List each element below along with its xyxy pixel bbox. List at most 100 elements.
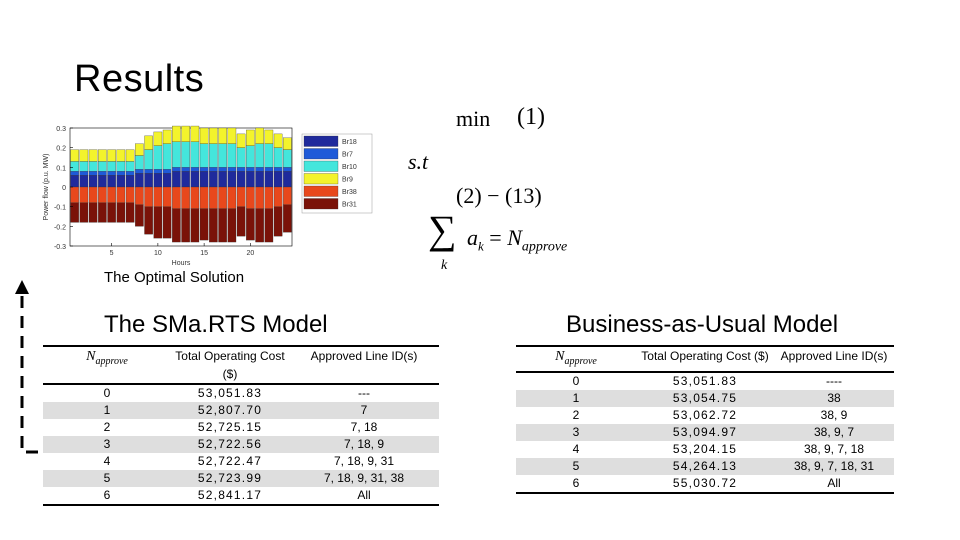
bar-segment — [153, 145, 163, 170]
bar-segment — [98, 149, 107, 162]
y-tick-label: -0.3 — [54, 244, 66, 251]
bar-segment — [199, 167, 209, 172]
bar-segment — [236, 167, 246, 172]
constraints-ref: (2) − (13) — [456, 183, 542, 208]
cost-header: Total Operating Cost ($) — [641, 349, 769, 363]
bar-segment — [273, 133, 283, 148]
x-tick-label: 20 — [246, 250, 254, 257]
bar-segment — [255, 171, 264, 188]
y-tick-label: 0.2 — [56, 146, 66, 153]
bar-segment — [264, 167, 274, 172]
bar-segment — [98, 175, 107, 188]
bar-segment — [255, 167, 264, 172]
lines-cell: All — [357, 488, 371, 502]
y-tick-label: 0.1 — [56, 165, 66, 172]
table-row: 0 53,051.83 ---- — [516, 371, 894, 390]
bar-segment — [218, 208, 227, 243]
bar-segment — [79, 149, 89, 162]
figure-caption: The Optimal Solution — [104, 269, 245, 286]
power-flow-chart: 0.3 0.2 0.1 0 -0.1 -0.2 -0.3 5 10 15 20 Hours Power … — [40, 118, 390, 268]
bar-segment — [153, 186, 163, 207]
bar-segment — [79, 202, 89, 223]
legend-label: Br38 — [342, 189, 357, 196]
cost-cell: 53,051.83 — [636, 371, 774, 390]
bar-segment — [218, 167, 227, 172]
legend-label: Br31 — [342, 202, 357, 209]
bar-segment — [209, 167, 218, 172]
bar-segment — [70, 161, 79, 172]
bar-segment — [273, 171, 283, 188]
bar-segment — [98, 161, 107, 172]
bar-segment — [181, 125, 190, 142]
bar-segment — [255, 186, 264, 209]
bar-segment — [227, 186, 237, 209]
bar-segment — [153, 206, 163, 239]
bar-segment — [162, 169, 172, 174]
napprove-cell: 3 — [572, 424, 580, 439]
cost-cell: 53,054.75 — [672, 390, 738, 405]
bar-segment — [116, 171, 126, 176]
table-row: 0 53,051.83 --- — [43, 384, 439, 402]
bar-segment — [125, 171, 135, 176]
bar-segment — [209, 186, 218, 209]
napprove-cell: 3 — [103, 437, 111, 451]
bar-segment — [255, 208, 264, 243]
y-axis-label: Power flow (p.u. MW) — [43, 154, 50, 221]
lines-cell: 38, 9, 7 — [813, 424, 855, 439]
bar-segment — [199, 127, 209, 144]
table-row: 6 55,030.72 All — [516, 474, 894, 493]
bar-segment — [190, 167, 200, 172]
bar-segment — [153, 169, 163, 174]
bar-segment — [181, 208, 190, 243]
bar-segment — [199, 143, 209, 168]
bar-segment — [153, 131, 163, 146]
bar-segment — [172, 186, 181, 209]
bar-segment — [273, 147, 283, 168]
table-row: 6 52,841.17 All — [43, 487, 439, 505]
bar-segment — [153, 173, 163, 188]
legend-swatch — [303, 185, 339, 197]
bar-segment — [218, 186, 227, 209]
cost-cell: 55,030.72 — [672, 475, 738, 490]
lines-header: Approved Line ID(s) — [310, 349, 418, 363]
lines-cell: --- — [289, 384, 439, 402]
bar-segment — [79, 186, 89, 203]
cost-cell: 52,725.15 — [197, 420, 263, 434]
lines-cell: 7, 18, 9, 31 — [333, 454, 395, 468]
lines-cell: 7 — [360, 403, 368, 417]
bar-segment — [125, 161, 135, 172]
bar-segment — [283, 137, 292, 150]
bar-segment — [246, 129, 255, 146]
bar-segment — [255, 127, 264, 144]
slide-title: Results — [74, 58, 205, 100]
table-row: 5 54,264.13 38, 9, 7, 18, 31 — [516, 457, 894, 475]
legend-swatch — [303, 148, 339, 160]
napprove-cell: 0 — [516, 371, 636, 390]
napprove-cell: 4 — [103, 454, 111, 468]
lines-cell: 38, 9, 7, 18, 31 — [793, 458, 875, 473]
bar-segment — [273, 186, 283, 207]
legend-swatch — [303, 135, 339, 147]
napprove-cell: 1 — [572, 390, 580, 405]
bar-segment — [264, 171, 274, 188]
bar-segment — [162, 129, 172, 144]
napprove-cell: 5 — [572, 458, 580, 473]
legend-swatch — [303, 198, 339, 210]
bar-segment — [79, 171, 89, 176]
bar-segment — [107, 149, 116, 162]
bar-segment — [190, 171, 200, 188]
y-tick-label: 0.3 — [56, 126, 66, 133]
bar-segment — [70, 149, 79, 162]
chart-svg: 0.3 0.2 0.1 0 -0.1 -0.2 -0.3 5 10 15 20 Hours Power … — [43, 125, 373, 267]
table-row: 4 53,204.15 38, 9, 7, 18 — [516, 440, 894, 458]
table-row: 1 52,807.70 7 — [43, 402, 439, 419]
bar-segment — [70, 202, 79, 223]
bar-segment — [88, 149, 98, 162]
legend-label: Br18 — [342, 139, 357, 146]
legend-swatch — [303, 160, 339, 172]
bar-segment — [209, 143, 218, 168]
napprove-header: Napprove — [555, 349, 597, 367]
bar-segment — [255, 143, 264, 168]
lines-cell: 38, 9, 7, 18 — [803, 441, 865, 456]
bar-segment — [190, 208, 200, 243]
